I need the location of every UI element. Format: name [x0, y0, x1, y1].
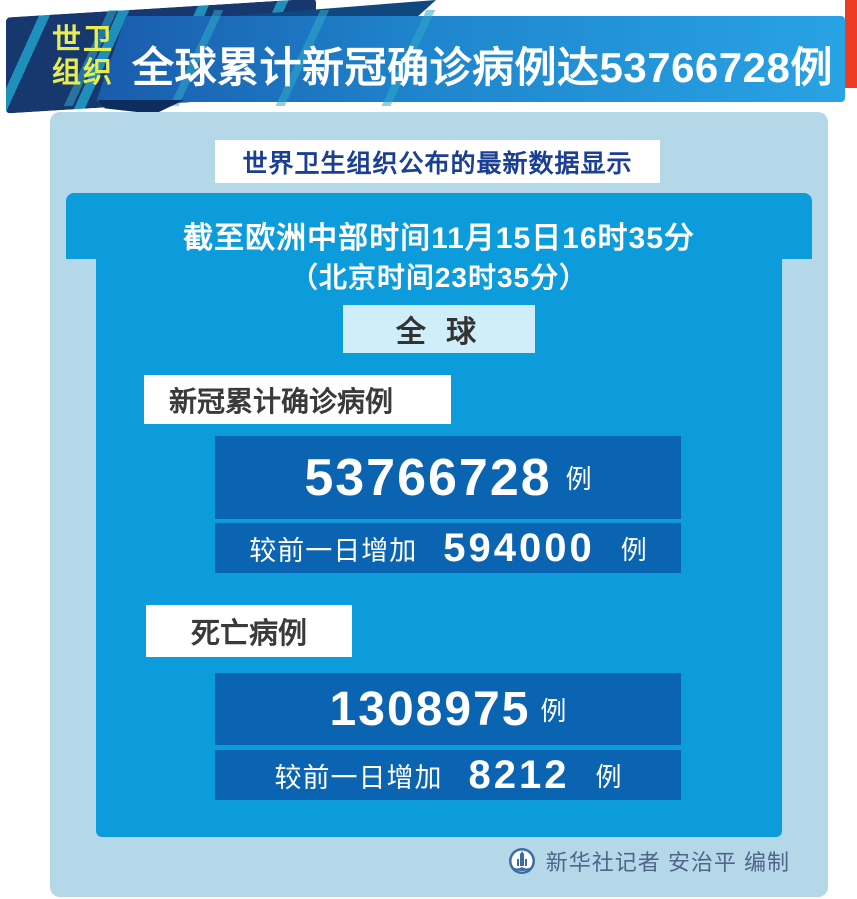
deaths-delta-value: 8212 — [468, 752, 570, 797]
source-note: 世界卫生组织公布的最新数据显示 — [215, 140, 660, 183]
confirmed-delta-value: 594000 — [443, 525, 595, 570]
confirmed-total-unit: 例 — [565, 464, 592, 494]
deaths-label: 死亡病例 — [146, 605, 352, 657]
confirmed-cases-label: 新冠累计确诊病例 — [144, 375, 451, 424]
main-panel: 世界卫生组织公布的最新数据显示 截至欧洲中部时间11月15日16时35分 （北京… — [50, 112, 828, 897]
confirmed-delta-unit: 例 — [620, 534, 647, 565]
deaths-delta-unit: 例 — [595, 761, 622, 792]
who-badge: 世卫 组织 — [52, 24, 114, 90]
red-stripe-decoration — [845, 0, 857, 88]
who-badge-line1: 世卫 — [52, 24, 115, 56]
deaths-delta-label: 较前一日增加 — [274, 762, 443, 793]
page-title: 全球累计新冠确诊病例达53766728例 — [132, 44, 833, 91]
deaths-total-unit: 例 — [540, 695, 567, 726]
deaths-delta-box: 较前一日增加 8212 例 — [215, 750, 681, 800]
data-panel: （北京时间23时35分） 全 球 新冠累计确诊病例 53766728 例 较前一… — [96, 259, 782, 837]
timestamp-beijing: （北京时间23时35分） — [289, 262, 589, 293]
scope-badge: 全 球 — [343, 305, 535, 353]
deaths-total-box: 1308975 例 — [215, 673, 681, 745]
confirmed-delta-box: 较前一日增加 594000 例 — [215, 523, 681, 573]
confirmed-total-box: 53766728 例 — [215, 436, 681, 519]
who-badge-line2: 组织 — [52, 57, 115, 90]
xinhua-agency-logo-icon — [508, 848, 535, 874]
banner: 世卫 组织 全球累计新冠确诊病例达53766728例 — [0, 0, 857, 116]
confirmed-delta-label: 较前一日增加 — [249, 535, 418, 566]
deaths-total-value: 1308975 — [329, 682, 531, 736]
credit-text: 新华社记者 安治平 编制 — [545, 850, 790, 875]
credit-line: 新华社记者 安治平 编制 — [508, 845, 790, 877]
timestamp-header: 截至欧洲中部时间11月15日16时35分 — [66, 193, 812, 259]
confirmed-total-value: 53766728 — [304, 448, 552, 507]
